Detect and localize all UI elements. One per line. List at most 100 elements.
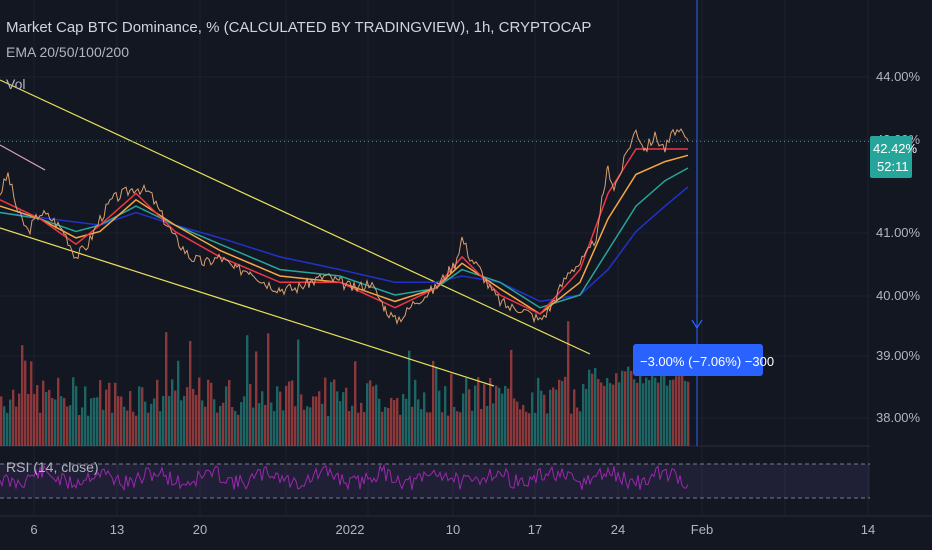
ema-lines (0, 148, 689, 315)
volume-bar (63, 397, 66, 446)
volume-bar (603, 385, 606, 446)
volume-bar (282, 410, 285, 446)
volume-bar (18, 393, 21, 446)
volume-bar (513, 398, 516, 446)
volume-bar (87, 415, 90, 446)
volume-bar (354, 361, 357, 446)
volume-bar (369, 380, 372, 446)
x-tick-label: 2022 (336, 522, 365, 537)
volume-bar (609, 383, 612, 446)
volume-bar (258, 403, 261, 446)
measure-box[interactable] (633, 344, 763, 376)
volume-bar (666, 385, 669, 446)
volume-bar (288, 381, 291, 446)
volume-bar (498, 387, 501, 446)
volume-bar (144, 401, 147, 446)
volume-bar (348, 411, 351, 446)
volume-bar (75, 386, 78, 446)
volume-bar (99, 380, 102, 446)
volume-bar (294, 406, 297, 446)
price-tag: 42.42% (873, 141, 918, 156)
volume-bar (651, 370, 654, 446)
volume-bar (597, 378, 600, 446)
volume-bar (600, 382, 603, 446)
volume-bar (24, 360, 27, 446)
volume-bar (378, 398, 381, 446)
volume-bar (504, 385, 507, 446)
volume-bar (654, 377, 657, 446)
volume-bar (681, 375, 684, 446)
trend-lines[interactable] (0, 79, 591, 387)
volume-bar (9, 399, 12, 446)
volume-bar (72, 377, 75, 446)
volume-bar (162, 396, 165, 446)
volume-bar (177, 360, 180, 446)
volume-bar (624, 371, 627, 446)
vol-legend[interactable]: Vol (6, 76, 26, 92)
volume-bar (579, 411, 582, 446)
volume-bar (339, 401, 342, 446)
time-axis[interactable]: 6 13 20 2022 10 17 24 Feb 14 (0, 515, 932, 537)
volume-bar (657, 382, 660, 446)
volume-bar (186, 387, 189, 446)
volume-bar (669, 380, 672, 446)
volume-bar (312, 396, 315, 446)
volume-bar (570, 413, 573, 446)
volume-bar (189, 340, 192, 446)
chart-title[interactable]: Market Cap BTC Dominance, % (CALCULATED … (6, 19, 592, 36)
volume-bar (501, 393, 504, 446)
volume-bar (495, 385, 498, 446)
volume-bar (276, 386, 279, 446)
lower-trend-line (0, 227, 495, 387)
ema20-line (0, 148, 688, 315)
y-tick-label: 40.00% (876, 288, 921, 303)
volume-bar (252, 407, 255, 446)
volume-bar (612, 384, 615, 446)
volume-bar (573, 389, 576, 446)
volume-bar (684, 380, 687, 446)
volume-bar (507, 388, 510, 446)
volume-bar (414, 379, 417, 446)
volume-bar (78, 415, 81, 446)
x-tick-label: Feb (691, 522, 713, 537)
volume-bar (225, 386, 228, 446)
volume-bar (432, 360, 435, 446)
volume-bar (336, 391, 339, 446)
volume-bar (243, 396, 246, 446)
volume-bar (561, 381, 564, 446)
volume-bar (429, 412, 432, 446)
volume-bar (372, 386, 375, 446)
volume-bar (402, 394, 405, 446)
volume-bar (456, 411, 459, 446)
volume-bar (459, 412, 462, 446)
volume-bar (114, 382, 117, 446)
volume-bar (150, 403, 153, 446)
volume-bar (126, 410, 129, 446)
rsi-line (0, 463, 689, 492)
volume-bar (444, 386, 447, 446)
volume-bar (528, 413, 531, 446)
volume-bar (249, 383, 252, 446)
volume-bar (81, 407, 84, 446)
volume-bars (0, 321, 690, 446)
volume-bar (420, 409, 423, 446)
volume-bar (330, 382, 333, 446)
volume-bar (201, 400, 204, 446)
volume-bar (69, 405, 72, 446)
volume-bar (618, 382, 621, 446)
volume-bar (210, 382, 213, 446)
volume-bar (453, 406, 456, 446)
rsi-legend[interactable]: RSI (14, close) (6, 459, 99, 475)
volume-bar (84, 386, 87, 446)
volume-bar (396, 397, 399, 446)
volume-bar (27, 393, 30, 446)
volume-bar (174, 390, 177, 446)
price-tags: 42.42% 52:11 −3.00% (−7.06%) −300 (633, 136, 918, 376)
volume-bar (471, 410, 474, 446)
volume-bar (96, 397, 99, 446)
volume-bar (270, 402, 273, 446)
ema-legend[interactable]: EMA 20/50/100/200 (6, 44, 129, 60)
volume-bar (408, 350, 411, 446)
volume-bar (531, 392, 534, 446)
